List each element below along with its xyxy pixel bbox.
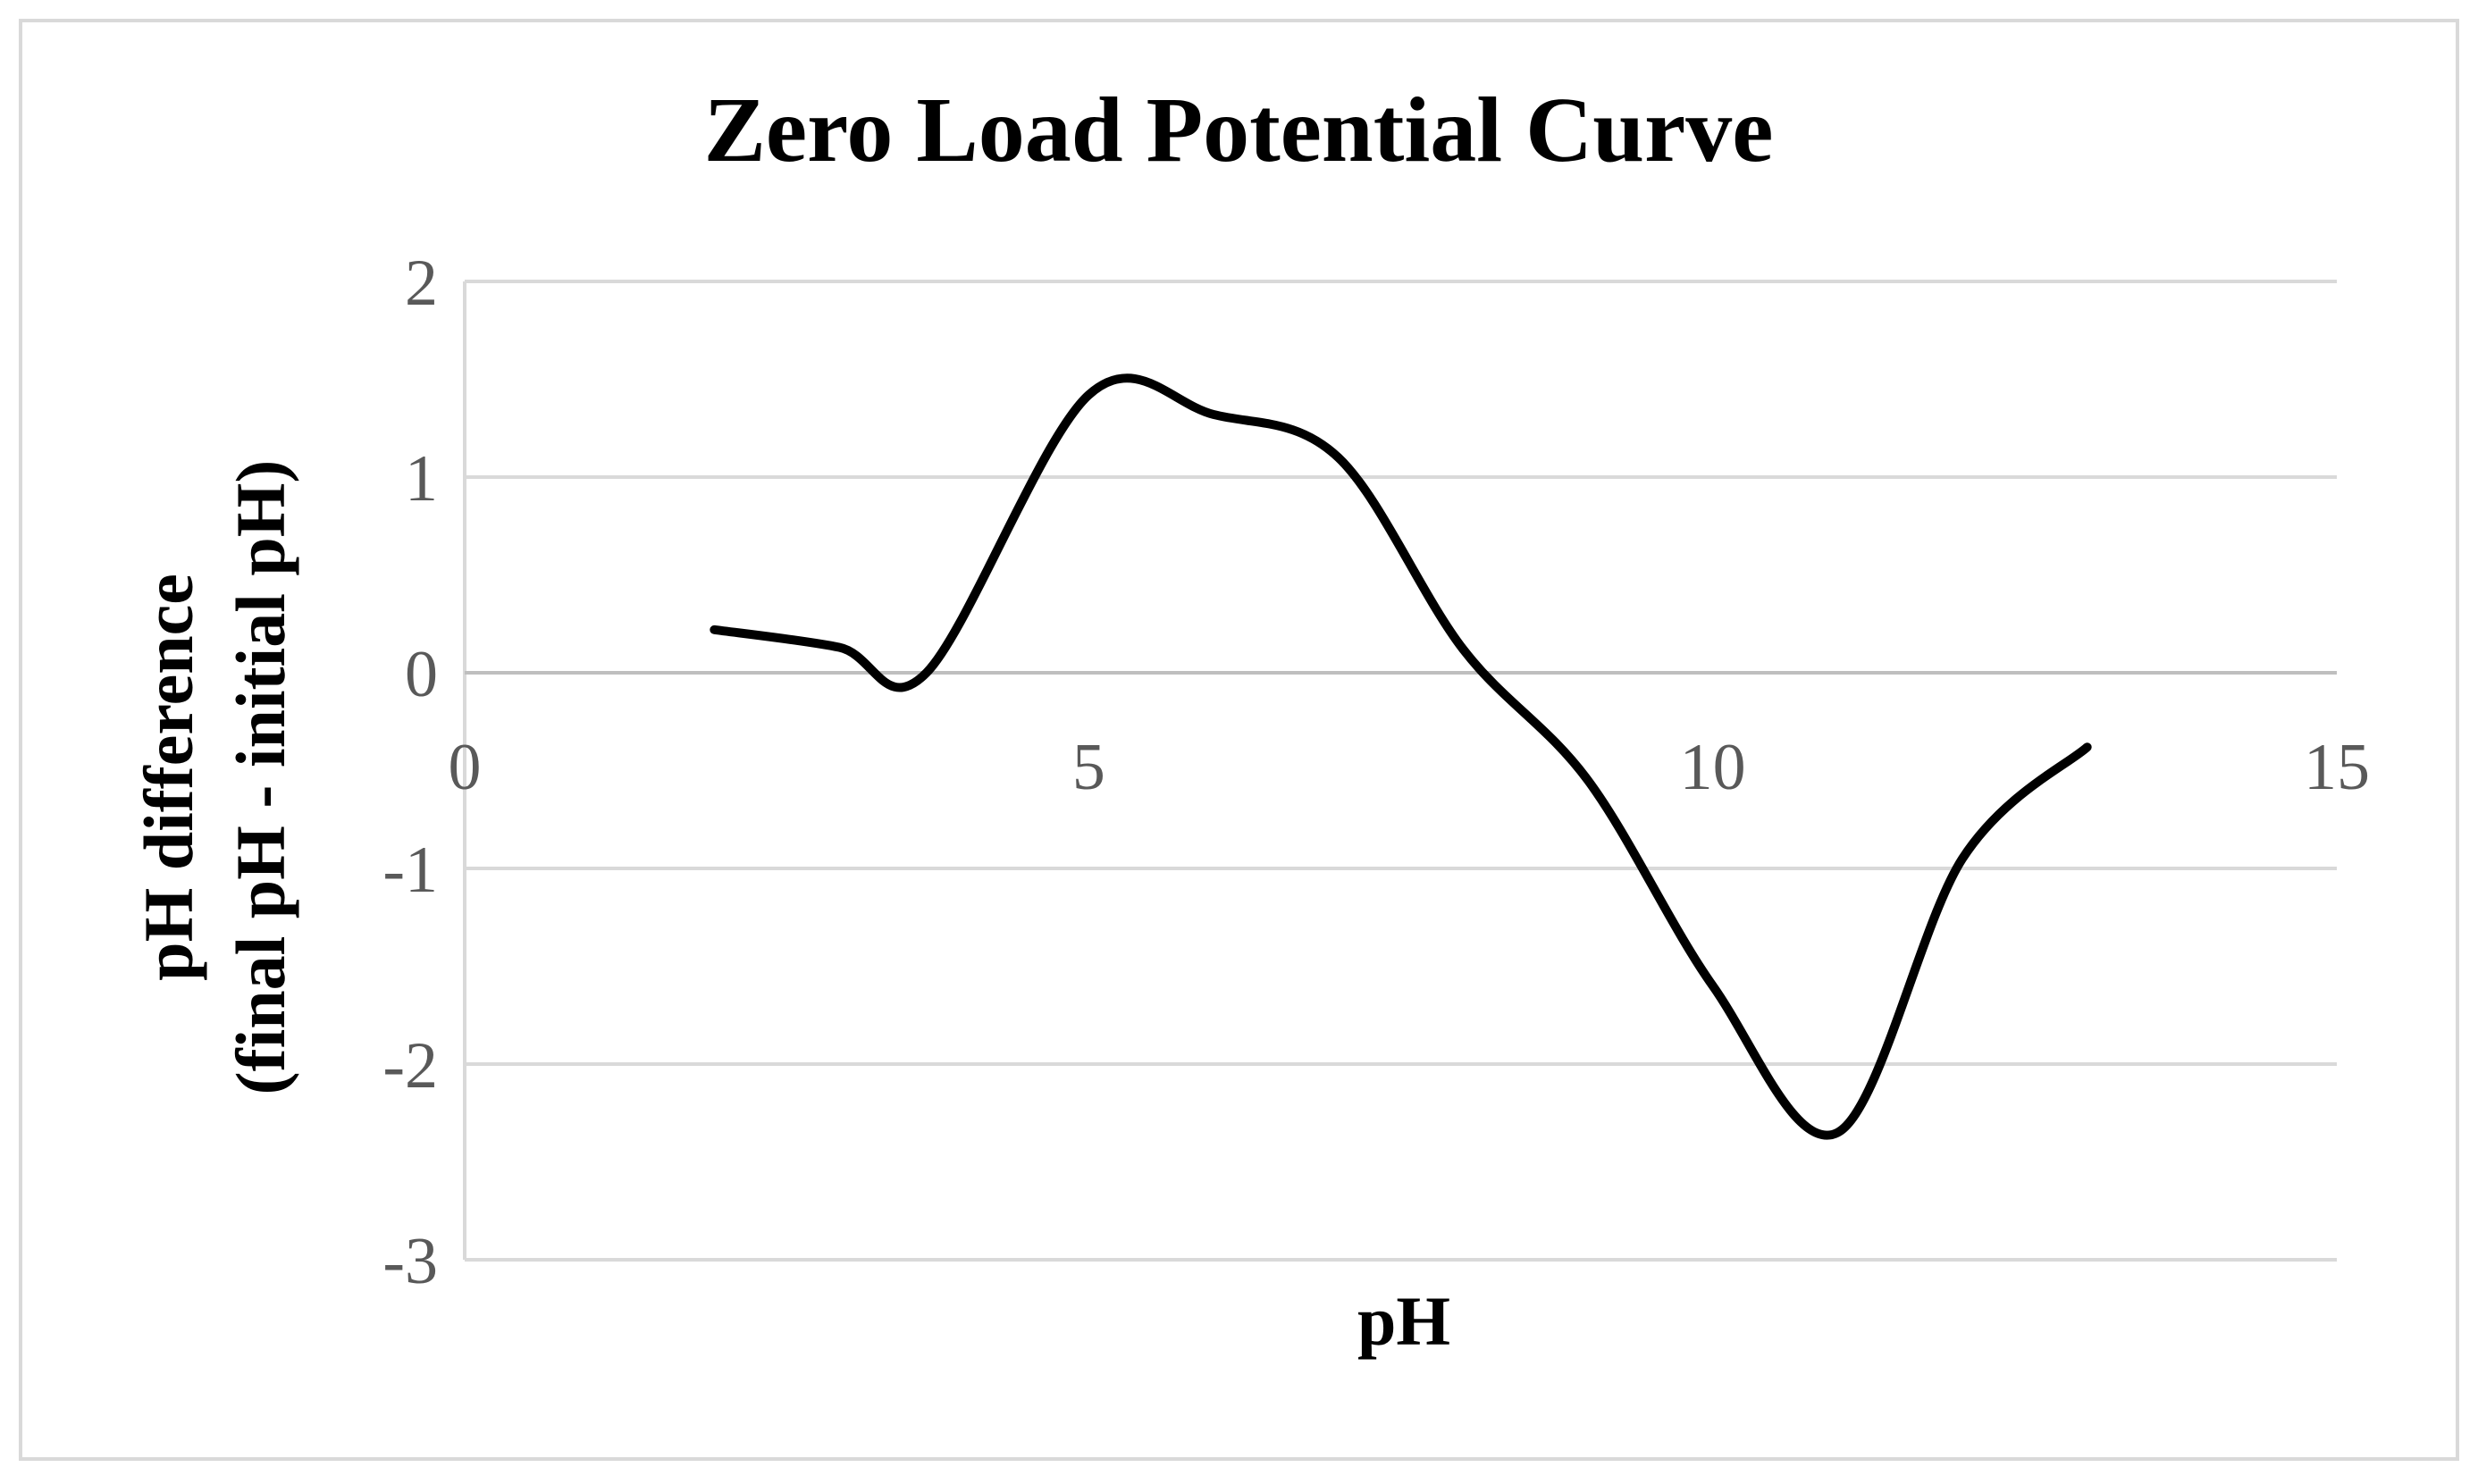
x-tick-label: 15 [2304, 731, 2370, 804]
x-tick-label: 0 [449, 731, 482, 804]
y-axis-title-line-2: (final pH - initial pH) [222, 460, 299, 1095]
series-line [710, 373, 2092, 1140]
tick-label-layer: 210-1-2-30 5 10 15 [382, 247, 2370, 1298]
y-tick-label: 1 [405, 442, 438, 516]
x-axis-title: pH [1357, 1282, 1450, 1360]
grid-layer [465, 280, 2337, 1262]
y-axis-title-line-1: pH difference [130, 574, 207, 981]
chart-border [19, 19, 2459, 1461]
y-tick-label: 2 [405, 247, 438, 320]
y-tick-label: 0 [405, 638, 438, 711]
axis-layer [463, 281, 2337, 1260]
x-tick-label: 5 [1072, 731, 1105, 804]
x-tick-label: 10 [1680, 731, 1746, 804]
chart-title: Zero Load Potential Curve [704, 79, 1774, 181]
series-layer [710, 373, 2092, 1140]
y-tick-label: -1 [382, 834, 438, 907]
y-tick-label: -2 [382, 1029, 438, 1103]
y-tick-label: -3 [382, 1225, 438, 1298]
